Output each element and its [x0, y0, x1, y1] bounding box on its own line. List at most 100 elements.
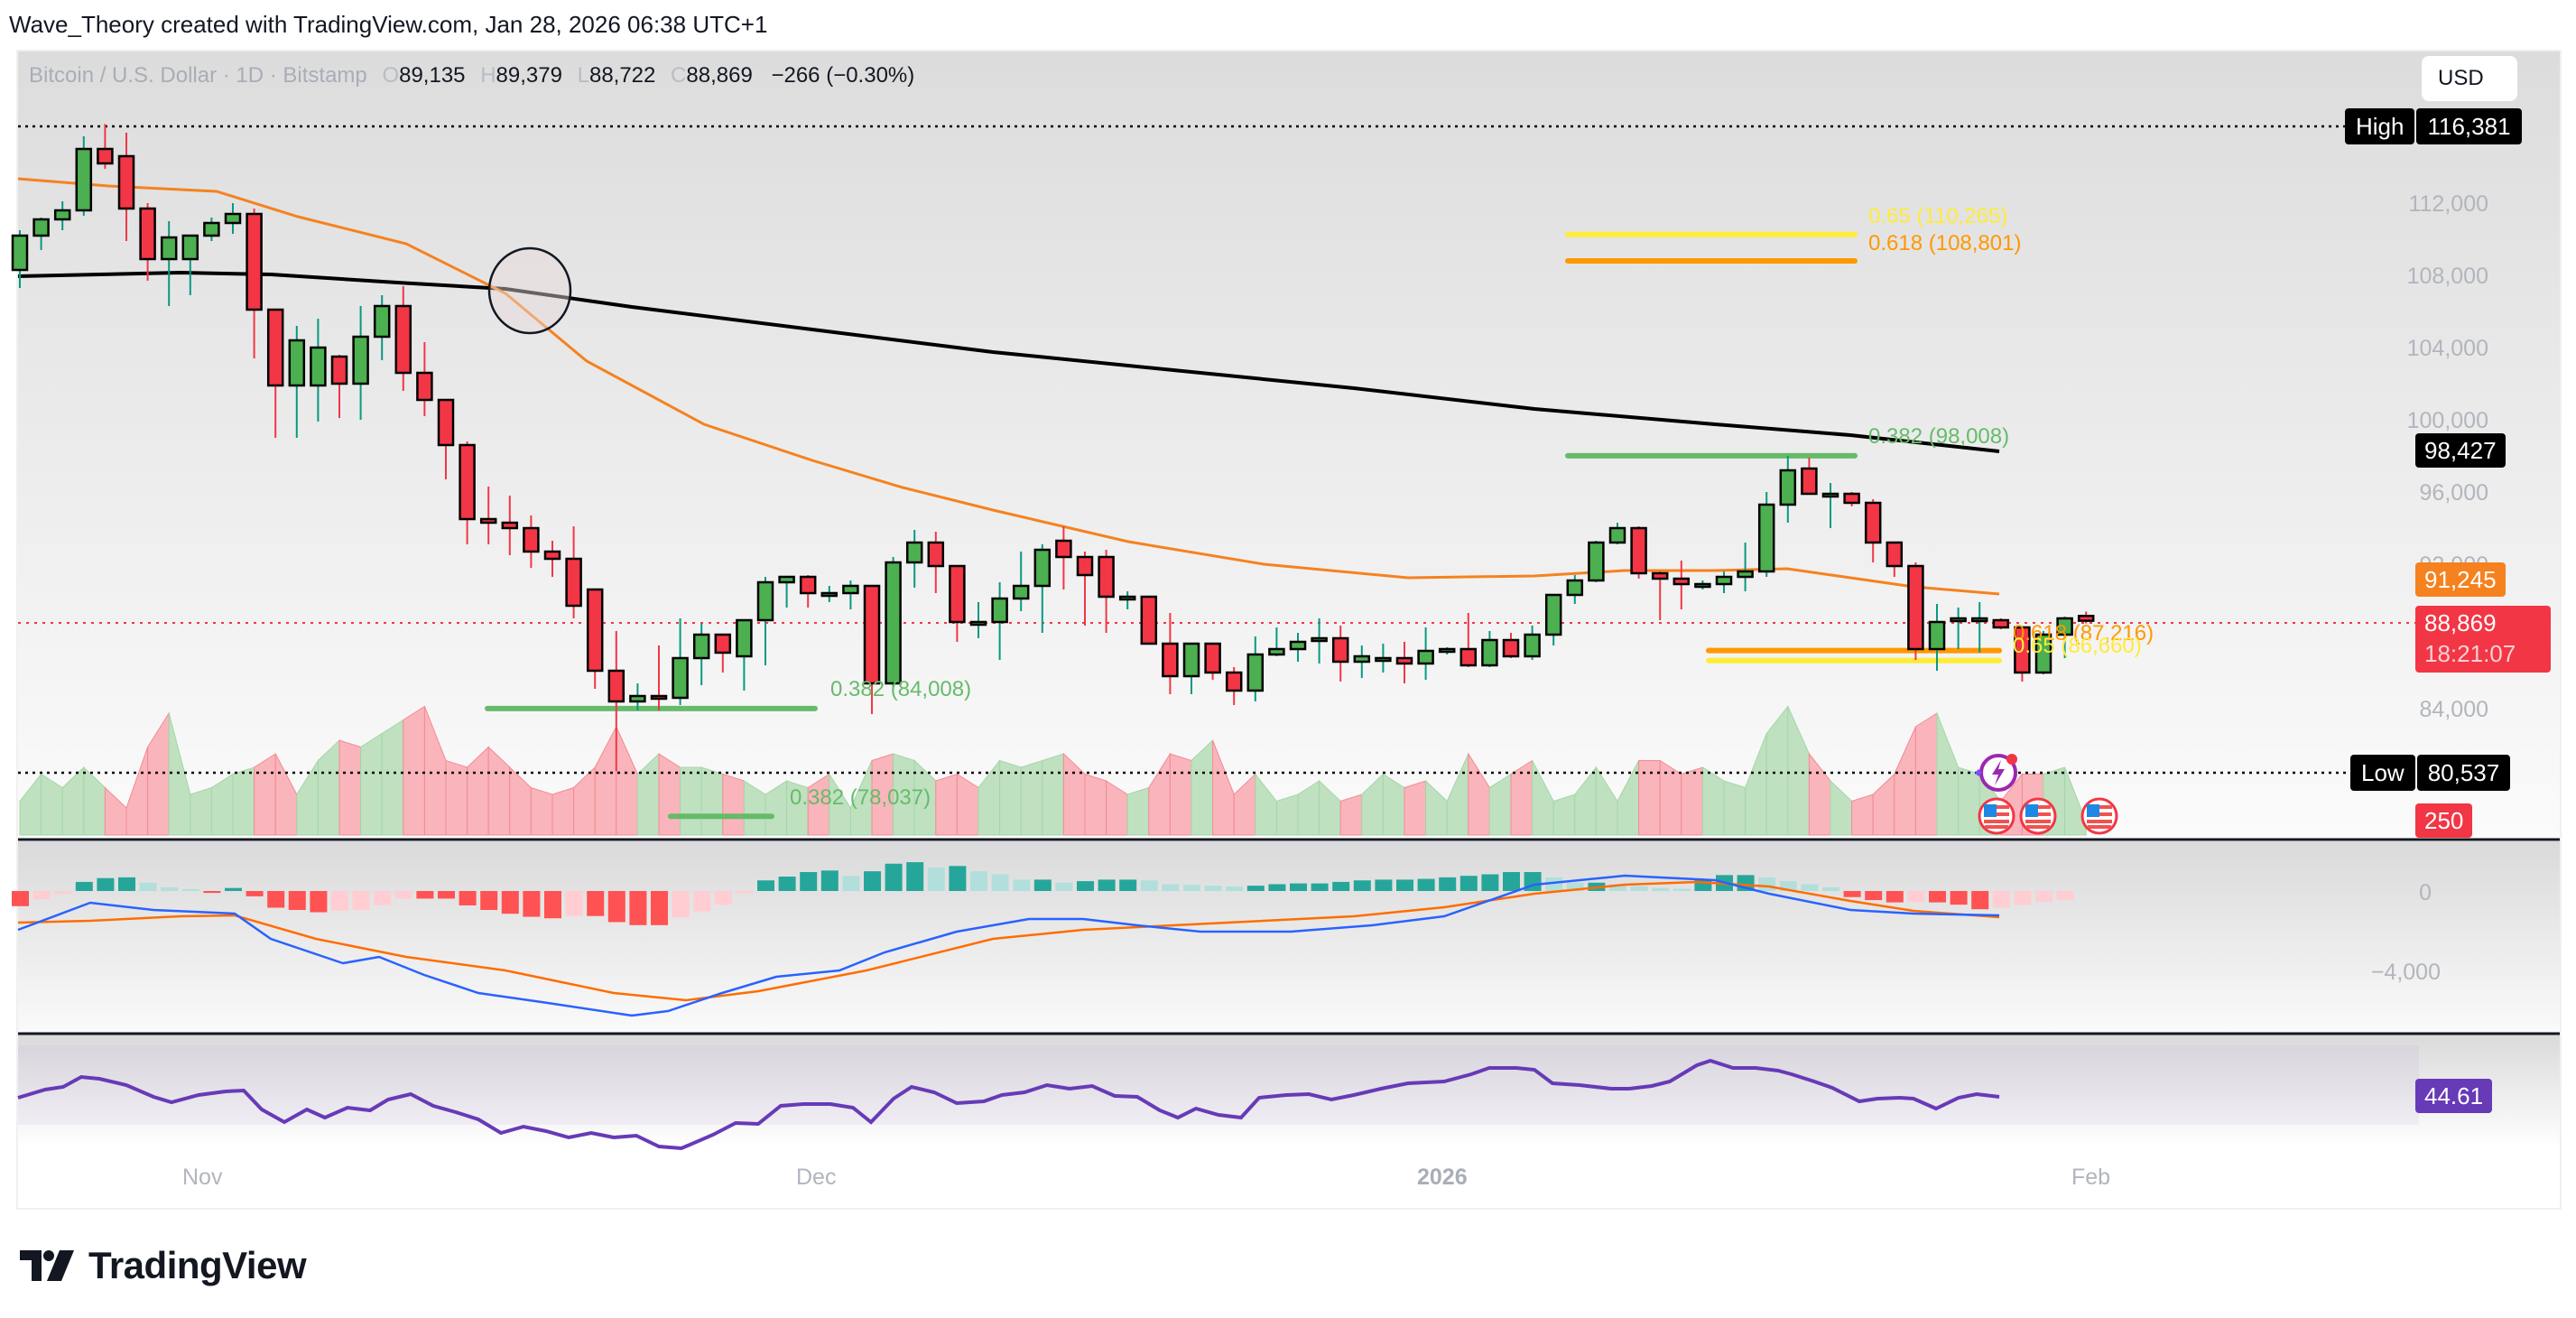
candle[interactable]	[373, 295, 391, 360]
candle[interactable]	[1608, 523, 1626, 544]
candle[interactable]	[1886, 541, 1904, 577]
candle[interactable]	[97, 124, 114, 169]
tradingview-logo[interactable]: TradingView	[20, 1244, 307, 1287]
candle[interactable]	[1417, 627, 1434, 680]
candle[interactable]	[1012, 552, 1030, 611]
candle[interactable]	[543, 541, 561, 577]
candle[interactable]	[330, 355, 348, 418]
candle[interactable]	[714, 633, 732, 673]
candlesticks[interactable]	[11, 124, 2095, 772]
candle[interactable]	[501, 496, 519, 555]
candle[interactable]	[1438, 647, 1456, 654]
candle[interactable]	[927, 532, 945, 593]
candle[interactable]	[459, 441, 476, 544]
candle[interactable]	[416, 342, 433, 416]
candle[interactable]	[736, 618, 753, 691]
candle[interactable]	[672, 618, 689, 705]
candle[interactable]	[1375, 644, 1392, 673]
candle[interactable]	[1311, 618, 1328, 664]
candle[interactable]	[1950, 608, 1967, 649]
candle[interactable]	[949, 564, 966, 642]
candle[interactable]	[1821, 483, 1839, 528]
candle[interactable]	[1289, 633, 1307, 662]
candle[interactable]	[1779, 455, 1797, 523]
candle[interactable]	[629, 683, 646, 710]
candle[interactable]	[1246, 636, 1265, 701]
candle[interactable]	[1928, 604, 1946, 671]
candle[interactable]	[1204, 642, 1221, 680]
candle[interactable]	[75, 136, 93, 216]
candle[interactable]	[692, 624, 710, 685]
candle[interactable]	[586, 588, 604, 689]
candle[interactable]	[885, 557, 902, 687]
candle[interactable]	[2056, 617, 2073, 658]
candle[interactable]	[607, 631, 625, 772]
candle[interactable]	[1502, 633, 1520, 658]
candle[interactable]	[246, 209, 263, 358]
candle[interactable]	[1737, 543, 1754, 591]
candle[interactable]	[1757, 492, 1775, 577]
candle[interactable]	[437, 398, 455, 479]
candle[interactable]	[1182, 642, 1200, 694]
us-flag-event-icon[interactable]	[2018, 796, 2058, 836]
candle[interactable]	[288, 326, 306, 438]
candle[interactable]	[1801, 458, 1818, 496]
candle[interactable]	[1118, 591, 1136, 609]
candle[interactable]	[523, 515, 540, 568]
symbol-legend[interactable]: Bitcoin / U.S. Dollar · 1D · Bitstamp O8…	[29, 63, 914, 88]
candle[interactable]	[1907, 562, 1924, 660]
candle[interactable]	[1055, 526, 1072, 589]
candle[interactable]	[1673, 561, 1691, 609]
candle[interactable]	[479, 487, 497, 544]
candle[interactable]	[32, 218, 50, 250]
candle[interactable]	[905, 530, 923, 588]
candle[interactable]	[352, 306, 369, 420]
candle[interactable]	[1033, 544, 1052, 633]
candle[interactable]	[1162, 613, 1179, 694]
candle[interactable]	[1395, 642, 1413, 683]
candle[interactable]	[1268, 627, 1285, 656]
cross-circle-annotation[interactable]	[487, 246, 572, 335]
candle[interactable]	[1864, 499, 1882, 562]
ema200-line[interactable]	[17, 270, 2000, 453]
candle[interactable]	[1076, 552, 1094, 626]
candle[interactable]	[139, 203, 156, 281]
candle[interactable]	[1353, 645, 1371, 678]
candle[interactable]	[1524, 626, 1541, 660]
candle[interactable]	[160, 221, 178, 306]
candle[interactable]	[1588, 541, 1605, 582]
candle[interactable]	[969, 602, 987, 638]
candle[interactable]	[756, 577, 774, 665]
candle[interactable]	[117, 133, 135, 241]
candle[interactable]	[310, 319, 327, 422]
candle[interactable]	[224, 203, 242, 234]
candle[interactable]	[203, 218, 220, 241]
candle[interactable]	[842, 580, 859, 609]
candle[interactable]	[799, 575, 817, 608]
candle[interactable]	[1459, 613, 1478, 667]
candle[interactable]	[1630, 526, 1647, 579]
candle[interactable]	[53, 201, 71, 230]
candle[interactable]	[778, 575, 795, 608]
lightning-event-icon[interactable]	[1973, 749, 2022, 796]
fib-lines[interactable]	[485, 231, 2002, 820]
candle[interactable]	[181, 234, 199, 295]
candle[interactable]	[1715, 571, 1733, 593]
candle[interactable]	[394, 286, 412, 391]
candle[interactable]	[1970, 602, 1988, 653]
candle[interactable]	[863, 584, 881, 714]
us-flag-event-icon[interactable]	[1977, 796, 2016, 836]
currency-button[interactable]: USD	[2422, 56, 2517, 101]
candle[interactable]	[2014, 626, 2031, 682]
candle[interactable]	[1566, 575, 1584, 604]
candle[interactable]	[1331, 626, 1349, 682]
candle[interactable]	[1843, 492, 1860, 506]
us-flag-event-icon[interactable]	[2080, 796, 2119, 836]
candle[interactable]	[1098, 550, 1115, 633]
candle[interactable]	[1544, 593, 1562, 645]
candle[interactable]	[991, 582, 1008, 660]
candle[interactable]	[2077, 611, 2095, 624]
candle[interactable]	[266, 308, 284, 438]
candle[interactable]	[565, 526, 582, 618]
